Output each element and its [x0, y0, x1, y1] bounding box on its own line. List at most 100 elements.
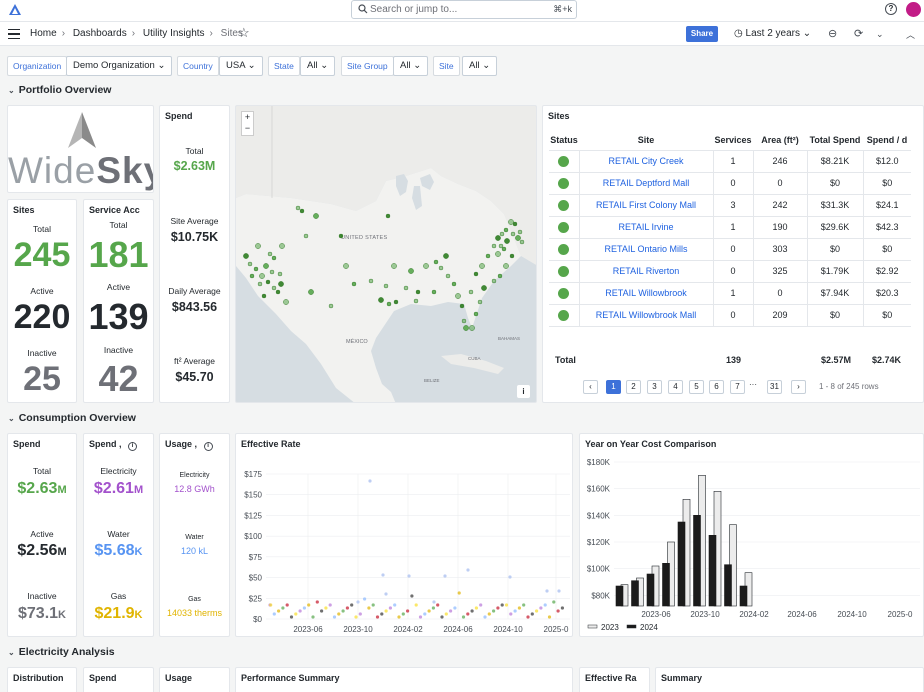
legend-swatch-2023[interactable]: [587, 624, 598, 629]
rate-point[interactable]: [526, 615, 530, 619]
table-row[interactable]: RETAIL City Creek 1 246 $8.21K $12.0: [549, 150, 911, 173]
site-marker[interactable]: [328, 303, 334, 309]
site-marker[interactable]: [351, 281, 357, 287]
breadcrumb-folder[interactable]: Utility Insights: [142, 28, 205, 39]
rate-point[interactable]: [436, 603, 440, 607]
site-marker[interactable]: [438, 265, 444, 271]
map-zoom-out-button[interactable]: −: [244, 123, 251, 133]
site-marker[interactable]: [279, 243, 285, 249]
site-marker[interactable]: [503, 227, 509, 233]
site-marker[interactable]: [243, 253, 249, 259]
site-link[interactable]: RETAIL Ontario Mills: [578, 238, 713, 261]
rate-point[interactable]: [328, 603, 332, 607]
effective-rate-chart[interactable]: $175 $150 $125 $100 $75 $50 $25 $0 2023-06 2023-1…: [236, 434, 573, 637]
rate-point[interactable]: [474, 606, 478, 610]
site-marker[interactable]: [368, 278, 374, 284]
rate-point[interactable]: [277, 609, 281, 613]
site-marker[interactable]: [338, 233, 344, 239]
pagination-page-31[interactable]: 31: [767, 380, 782, 394]
site-marker[interactable]: [263, 263, 269, 269]
site-marker[interactable]: [259, 273, 265, 279]
rate-point[interactable]: [543, 603, 547, 607]
site-marker[interactable]: [443, 253, 449, 259]
rate-point[interactable]: [423, 612, 427, 616]
site-marker[interactable]: [461, 318, 467, 324]
section-electricity-analysis[interactable]: ⌄ Electricity Analysis: [8, 646, 115, 658]
country-select[interactable]: USA ⌄: [219, 56, 263, 76]
rate-point[interactable]: [431, 606, 435, 610]
site-marker[interactable]: [479, 263, 485, 269]
site-marker[interactable]: [509, 253, 515, 259]
rate-point[interactable]: [320, 609, 324, 613]
site-marker[interactable]: [378, 297, 384, 303]
bar-2024[interactable]: [739, 585, 748, 607]
rate-point[interactable]: [487, 612, 491, 616]
rate-point[interactable]: [509, 612, 513, 616]
rate-point[interactable]: [272, 612, 276, 616]
site-link[interactable]: RETAIL Willowbrook Mall: [578, 304, 713, 327]
site-marker[interactable]: [463, 325, 469, 331]
refresh-icon[interactable]: ⟳: [854, 28, 864, 40]
bar-2024[interactable]: [693, 515, 701, 607]
site-marker[interactable]: [313, 213, 319, 219]
site-marker[interactable]: [512, 221, 518, 227]
rate-point[interactable]: [371, 603, 375, 607]
site-marker[interactable]: [255, 243, 261, 249]
table-row[interactable]: RETAIL Irvine 1 190 $29.6K $42.3: [549, 216, 911, 239]
site-link[interactable]: RETAIL City Creek: [578, 150, 713, 173]
pagination-page-3[interactable]: 3: [647, 380, 662, 394]
site-marker[interactable]: [501, 246, 507, 252]
site-marker[interactable]: [423, 263, 429, 269]
site-link[interactable]: RETAIL Willowbrook: [578, 282, 713, 305]
rate-point[interactable]: [285, 603, 289, 607]
info-icon[interactable]: i: [128, 442, 138, 451]
rate-point[interactable]: [500, 603, 504, 607]
search-box[interactable]: Search or jump to... ⌘+k: [351, 0, 577, 19]
rate-point[interactable]: [281, 606, 285, 610]
rate-point[interactable]: [432, 600, 436, 604]
zoom-out-icon[interactable]: ⊖: [828, 28, 838, 40]
rate-point[interactable]: [294, 612, 298, 616]
site-marker[interactable]: [383, 283, 389, 289]
help-icon[interactable]: ?: [885, 3, 897, 15]
site-marker[interactable]: [299, 208, 305, 214]
rate-point[interactable]: [444, 612, 448, 616]
rate-point[interactable]: [381, 573, 385, 577]
site-marker[interactable]: [249, 273, 255, 279]
rate-point[interactable]: [539, 606, 543, 610]
rate-point[interactable]: [470, 609, 474, 613]
rate-point[interactable]: [552, 600, 556, 604]
rate-point[interactable]: [384, 609, 388, 613]
site-marker[interactable]: [253, 266, 259, 272]
col-spend-per-day[interactable]: Spend / d: [863, 130, 911, 151]
bar-2024[interactable]: [662, 563, 670, 607]
rate-point[interactable]: [418, 615, 423, 619]
site-marker[interactable]: [495, 235, 501, 241]
site-marker[interactable]: [445, 273, 451, 279]
col-status[interactable]: Status: [549, 130, 579, 151]
rate-point[interactable]: [453, 606, 457, 610]
rate-point[interactable]: [496, 606, 500, 610]
rate-point[interactable]: [307, 603, 311, 607]
site-marker[interactable]: [431, 289, 437, 295]
site-marker[interactable]: [510, 231, 516, 237]
site-marker[interactable]: [517, 229, 523, 235]
rate-point[interactable]: [504, 603, 509, 607]
rate-point[interactable]: [557, 589, 561, 593]
rate-point[interactable]: [530, 612, 534, 616]
site-marker[interactable]: [391, 263, 397, 269]
site-marker[interactable]: [393, 299, 399, 305]
menu-icon[interactable]: [8, 29, 20, 39]
site-marker[interactable]: [451, 281, 457, 287]
pagination-next-button[interactable]: ›: [791, 380, 806, 394]
rate-point[interactable]: [269, 603, 273, 607]
organization-select[interactable]: Demo Organization ⌄: [66, 56, 173, 76]
rate-point[interactable]: [393, 603, 397, 607]
breadcrumb-home[interactable]: Home: [30, 28, 57, 39]
rate-point[interactable]: [324, 606, 328, 610]
site-select[interactable]: All ⌄: [462, 56, 498, 76]
star-icon[interactable]: ☆: [238, 25, 250, 40]
rate-point[interactable]: [440, 615, 444, 619]
col-total-spend[interactable]: Total Spend: [807, 130, 863, 151]
site-marker[interactable]: [257, 281, 263, 287]
